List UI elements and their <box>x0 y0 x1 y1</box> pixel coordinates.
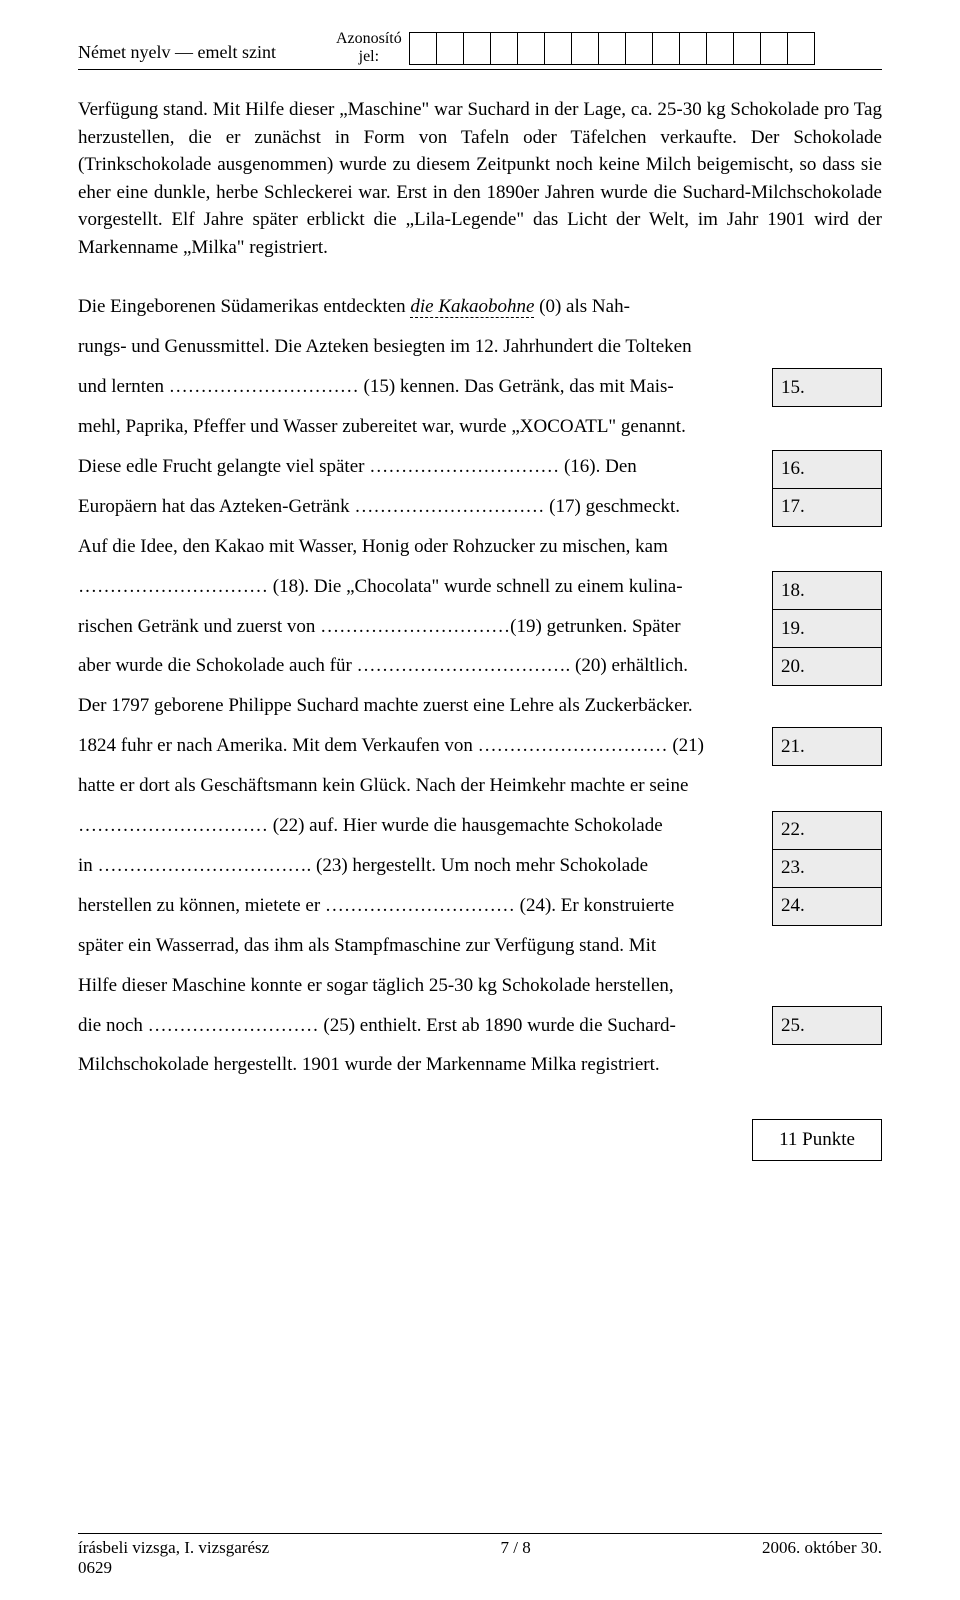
answer-box-23[interactable]: 23. <box>772 849 882 888</box>
cloze-row-25: die noch ……………………… (25) enthielt. Erst a… <box>78 1006 882 1046</box>
id-box[interactable] <box>490 32 518 65</box>
page: Német nyelv — emelt szint Azonosító jel:… <box>0 0 960 1600</box>
footer-center: 7 / 8 <box>501 1538 531 1558</box>
answer-box-19[interactable]: 19. <box>772 609 882 648</box>
id-box[interactable] <box>760 32 788 65</box>
intro-paragraph: Verfügung stand. Mit Hilfe dieser „Masch… <box>78 96 882 261</box>
cloze-line-3: und lernten ………………………… (15) kennen. Das … <box>78 367 772 407</box>
cloze-line-12: 1824 fuhr er nach Amerika. Mit dem Verka… <box>78 726 772 766</box>
cloze-row-18-20: ………………………… (18). Die „Chocolata" wurde s… <box>78 567 882 687</box>
answer-box-21[interactable]: 21. <box>772 727 882 766</box>
footer-row: írásbeli vizsga, I. vizsgarész 7 / 8 200… <box>78 1538 882 1558</box>
text-fragment: Die Eingeborenen Südamerikas entdeckten <box>78 296 410 317</box>
cloze-line-5: Diese edle Frucht gelangte viel später …… <box>78 447 754 487</box>
id-box[interactable] <box>463 32 491 65</box>
id-box[interactable] <box>706 32 734 65</box>
header-id-label: Azonosító jel: <box>336 30 402 67</box>
answer-col: 22. 23. 24. <box>772 806 882 926</box>
cloze-line-11: Der 1797 geborene Philippe Suchard macht… <box>78 686 882 726</box>
answer-col: 21. <box>772 726 882 766</box>
cloze-line-7: Auf die Idee, den Kakao mit Wasser, Honi… <box>78 527 882 567</box>
answer-col: 25. <box>772 1006 882 1046</box>
cloze-line-20: Milchschokolade hergestellt. 1901 wurde … <box>78 1045 882 1085</box>
cloze-row-21: 1824 fuhr er nach Amerika. Mit dem Verka… <box>78 726 882 766</box>
answer-box-22[interactable]: 22. <box>772 811 882 850</box>
cloze-line-8: ………………………… (18). Die „Chocolata" wurde s… <box>78 567 754 607</box>
answer-col: 16. 17. <box>772 447 882 527</box>
cloze-row-16-17: Diese edle Frucht gelangte viel später …… <box>78 447 882 527</box>
answer-col: 18. 19. 20. <box>772 567 882 687</box>
cloze-line-2: rungs- und Genussmittel. Die Azteken bes… <box>78 327 882 367</box>
id-box[interactable] <box>679 32 707 65</box>
answer-box-25[interactable]: 25. <box>772 1006 882 1045</box>
cloze-line-4: mehl, Paprika, Pfeffer und Wasser zubere… <box>78 407 882 447</box>
cloze-line-1: Die Eingeborenen Südamerikas entdeckten … <box>78 287 882 327</box>
answer-box-16[interactable]: 16. <box>772 450 882 489</box>
answer-box-17[interactable]: 17. <box>772 488 882 527</box>
footer-right: 2006. október 30. <box>762 1538 882 1558</box>
id-box[interactable] <box>436 32 464 65</box>
cloze-text: ………………………… (18). Die „Chocolata" wurde s… <box>78 567 772 687</box>
footer-code: 0629 <box>78 1558 882 1578</box>
id-box[interactable] <box>787 32 815 65</box>
id-box[interactable] <box>544 32 572 65</box>
cloze-text: Diese edle Frucht gelangte viel später …… <box>78 447 772 527</box>
cloze-text: ………………………… (22) auf. Hier wurde die haus… <box>78 806 772 926</box>
id-box[interactable] <box>517 32 545 65</box>
cloze-line-13: hatte er dort als Geschäftsmann kein Glü… <box>78 766 882 806</box>
footer-left: írásbeli vizsga, I. vizsgarész <box>78 1538 269 1558</box>
cloze-exercise: Die Eingeborenen Südamerikas entdeckten … <box>78 287 882 1085</box>
cloze-line-6: Europäern hat das Azteken-Getränk ………………… <box>78 487 754 527</box>
cloze-line-10: aber wurde die Schokolade auch für ……………… <box>78 646 754 686</box>
cloze-line-9: rischen Getränk und zuerst von ………………………… <box>78 607 754 647</box>
cloze-line-19: die noch ……………………… (25) enthielt. Erst a… <box>78 1006 772 1046</box>
cloze-row-22-24: ………………………… (22) auf. Hier wurde die haus… <box>78 806 882 926</box>
answer-box-24[interactable]: 24. <box>772 887 882 926</box>
points-box: 11 Punkte <box>752 1119 882 1161</box>
id-box[interactable] <box>409 32 437 65</box>
id-box[interactable] <box>733 32 761 65</box>
header-subject: Német nyelv — emelt szint <box>78 42 276 67</box>
cloze-line-14: ………………………… (22) auf. Hier wurde die haus… <box>78 806 754 846</box>
text-fragment: (0) als Nah- <box>534 296 630 317</box>
page-header: Német nyelv — emelt szint Azonosító jel: <box>78 30 882 70</box>
id-boxes <box>410 32 815 65</box>
page-footer: írásbeli vizsga, I. vizsgarész 7 / 8 200… <box>78 1533 882 1578</box>
example-answer: die Kakaobohne <box>410 296 534 318</box>
cloze-line-15: in ……………………………. (23) hergestellt. Um noc… <box>78 846 754 886</box>
id-label-line2: jel: <box>359 48 379 66</box>
id-box[interactable] <box>652 32 680 65</box>
cloze-line-18: Hilfe dieser Maschine konnte er sogar tä… <box>78 966 882 1006</box>
id-label-line1: Azonosító <box>336 30 402 48</box>
answer-box-20[interactable]: 20. <box>772 647 882 686</box>
cloze-line-17: später ein Wasserrad, das ihm als Stampf… <box>78 926 882 966</box>
cloze-row-15: und lernten ………………………… (15) kennen. Das … <box>78 367 882 407</box>
answer-box-18[interactable]: 18. <box>772 571 882 610</box>
answer-col: 15. <box>772 367 882 407</box>
cloze-line-16: herstellen zu können, mietete er …………………… <box>78 886 754 926</box>
id-box[interactable] <box>571 32 599 65</box>
id-box[interactable] <box>598 32 626 65</box>
id-box[interactable] <box>625 32 653 65</box>
answer-box-15[interactable]: 15. <box>772 368 882 407</box>
